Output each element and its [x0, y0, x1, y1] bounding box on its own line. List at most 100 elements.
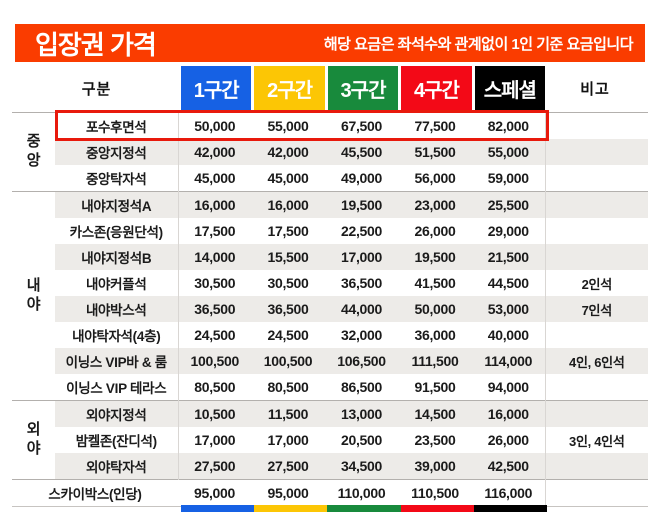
price-cell: 10,500	[178, 400, 251, 427]
price-cell: 114,000	[472, 348, 545, 374]
price-cell: 32,000	[325, 322, 398, 348]
price-cell: 16,000	[472, 400, 545, 427]
price-cell: 36,500	[325, 270, 398, 296]
seat-row: 이닝스 VIP 테라스 80,500 80,500 86,500 91,500 …	[12, 374, 648, 401]
price-cell: 110,500	[398, 479, 472, 507]
seat-name-cell: 포수후면석	[55, 112, 179, 139]
price-cell: 44,000	[325, 296, 398, 322]
group-label-outfield: 외야	[12, 400, 55, 480]
legend-strip-segment-2	[254, 505, 328, 512]
remark-cell	[544, 322, 648, 348]
column-header: 구분 1구간 2구간 3구간 4구간 스페셜 비고	[0, 66, 658, 111]
price-cell: 95,000	[178, 479, 251, 507]
price-cell: 56,000	[398, 165, 472, 192]
price-cell: 45,000	[178, 165, 251, 192]
price-cell: 50,000	[398, 296, 472, 322]
remark-cell	[544, 374, 648, 401]
price-cell: 29,000	[472, 218, 545, 244]
price-cell: 80,500	[251, 374, 325, 401]
price-cell: 91,500	[398, 374, 472, 401]
price-cell: 17,500	[178, 218, 251, 244]
seat-name-cell: 스카이박스(인당)	[12, 479, 178, 507]
seat-row: 내야탁자석(4층) 24,500 24,500 32,000 36,000 40…	[12, 322, 648, 348]
seat-row: 외야탁자석 27,500 27,500 34,500 39,000 42,500	[12, 453, 648, 480]
price-cell: 17,500	[251, 218, 325, 244]
price-cell: 30,500	[178, 270, 251, 296]
seat-name-cell: 내야탁자석(4층)	[55, 322, 179, 348]
price-cell: 23,000	[398, 191, 472, 218]
price-cell: 39,000	[398, 453, 472, 480]
price-cell: 53,000	[472, 296, 545, 322]
remark-cell: 4인, 6인석	[544, 348, 648, 374]
price-cell: 82,000	[472, 112, 545, 139]
legend-strip	[181, 505, 548, 512]
legend-strip-segment-4	[400, 505, 474, 512]
price-cell: 24,500	[178, 322, 251, 348]
price-cell: 51,500	[398, 139, 472, 165]
price-cell: 44,500	[472, 270, 545, 296]
price-cell: 111,500	[398, 348, 472, 374]
price-cell: 15,500	[251, 244, 325, 270]
price-cell: 17,000	[251, 427, 325, 453]
price-cell: 42,500	[472, 453, 545, 480]
price-cell: 116,000	[472, 479, 545, 507]
seat-row: 중앙탁자석 45,000 45,000 49,000 56,000 59,000	[12, 165, 648, 192]
seat-name-cell: 카스존(응원단석)	[55, 218, 179, 244]
price-cell: 26,000	[398, 218, 472, 244]
price-cell: 45,000	[251, 165, 325, 192]
price-cell: 110,000	[325, 479, 398, 507]
remark-cell	[544, 479, 648, 507]
price-table: 중앙 포수후면석 50,000 55,000 67,500 77,500 82,…	[12, 112, 648, 507]
seat-name-cell: 밤켈존(잔디석)	[55, 427, 179, 453]
category-column-label: 구분	[81, 81, 112, 98]
price-cell: 16,000	[178, 191, 251, 218]
price-cell: 42,000	[178, 139, 251, 165]
zone-chip-4: 4구간	[401, 66, 472, 111]
price-cell: 42,000	[251, 139, 325, 165]
zone-chip-1: 1구간	[181, 66, 252, 111]
price-cell: 67,500	[325, 112, 398, 139]
seat-name-cell: 내야지정석B	[55, 244, 179, 270]
seat-name-cell: 내야박스석	[55, 296, 179, 322]
seat-row: 내야커플석 30,500 30,500 36,500 41,500 44,500…	[12, 270, 648, 296]
price-cell: 40,000	[472, 322, 545, 348]
seat-row: 외야 외야지정석 10,500 11,500 13,000 14,500 16,…	[12, 400, 648, 480]
remark-cell: 7인석	[544, 296, 648, 322]
zone-chips: 1구간 2구간 3구간 4구간 스페셜	[181, 66, 546, 111]
remark-cell	[544, 165, 648, 192]
price-cell: 17,000	[325, 244, 398, 270]
price-cell: 100,500	[178, 348, 251, 374]
zone-chip-2: 2구간	[254, 66, 325, 111]
legend-strip-segment-1	[181, 505, 255, 512]
price-cell: 77,500	[398, 112, 472, 139]
price-cell: 50,000	[178, 112, 251, 139]
price-cell: 14,500	[398, 400, 472, 427]
remark-cell	[544, 112, 648, 139]
seat-name-cell: 내야지정석A	[55, 191, 179, 218]
price-cell: 95,000	[251, 479, 325, 507]
zone-chip-3: 3구간	[327, 66, 399, 111]
price-cell: 36,500	[251, 296, 325, 322]
remark-cell: 2인석	[544, 270, 648, 296]
price-cell: 55,000	[251, 112, 325, 139]
price-cell: 36,000	[398, 322, 472, 348]
seat-name-cell: 중앙탁자석	[55, 165, 179, 192]
price-cell: 106,500	[325, 348, 398, 374]
seat-row: 내야 내야지정석A 16,000 16,000 19,500 23,000 25…	[12, 191, 648, 401]
remark-cell	[544, 191, 648, 218]
seat-row: 이닝스 VIP바 & 룸 100,500 100,500 106,500 111…	[12, 348, 648, 374]
price-cell: 11,500	[251, 400, 325, 427]
price-cell: 30,500	[251, 270, 325, 296]
price-cell: 16,000	[251, 191, 325, 218]
price-cell: 20,500	[325, 427, 398, 453]
group-label-infield: 내야	[12, 191, 55, 401]
price-cell: 27,500	[251, 453, 325, 480]
price-cell: 14,000	[178, 244, 251, 270]
price-cell: 26,000	[472, 427, 545, 453]
remark-column-label: 비고	[580, 81, 610, 98]
price-cell: 17,000	[178, 427, 251, 453]
seat-row: 중앙 포수후면석 50,000 55,000 67,500 77,500 82,…	[12, 112, 648, 192]
legend-strip-segment-3	[327, 505, 401, 512]
seat-name-cell: 내야커플석	[55, 270, 179, 296]
